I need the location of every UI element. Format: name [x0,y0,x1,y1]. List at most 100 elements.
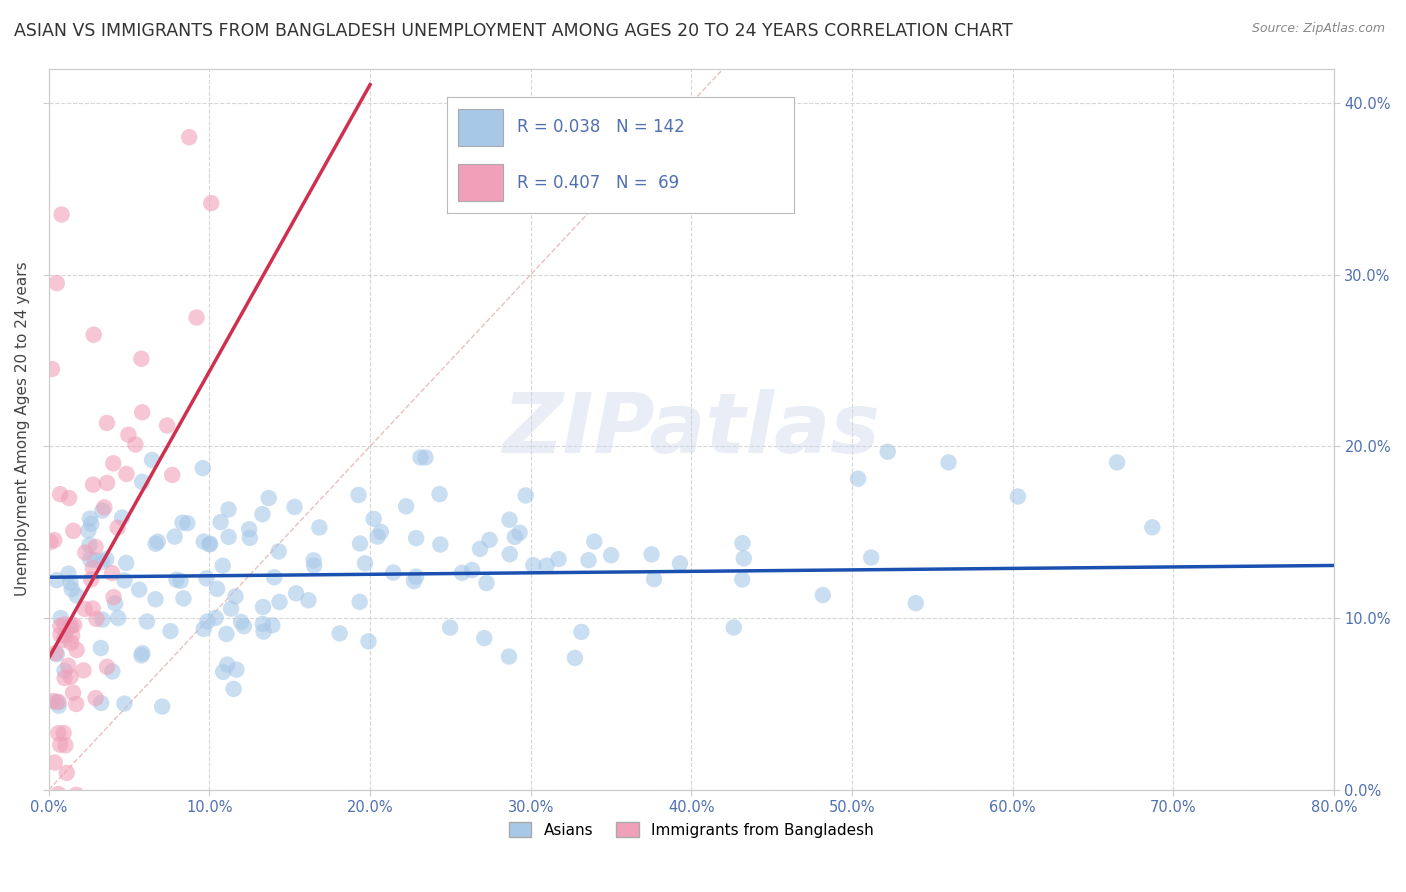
Point [1142,520,1164,534]
Point [65,697,87,711]
Point [224,590,246,604]
Point [82,601,104,615]
Point [60,619,83,633]
Point [160,467,183,482]
Point [439,621,461,635]
Point [211,558,233,573]
Point [104,596,127,610]
Point [53,628,76,642]
Point [53,632,76,647]
Point [53,664,76,678]
Point [48,695,70,709]
Point [198,537,221,551]
Point [176,516,198,531]
Point [62,686,84,700]
Point [79,552,101,566]
Point [48,698,70,713]
Point [60,582,83,596]
Y-axis label: Unemployment Among Ages 20 to 24 years: Unemployment Among Ages 20 to 24 years [15,262,30,597]
Point [128,582,150,597]
Point [904,596,927,610]
Point [219,601,242,615]
Point [49,619,72,633]
Point [284,500,307,514]
Point [90,640,112,655]
Point [232,619,254,633]
Point [91,613,114,627]
Point [80,516,103,531]
Point [166,573,188,587]
Point [193,622,215,636]
Point [115,467,138,481]
Point [395,500,418,514]
Point [156,418,179,433]
Point [44,533,66,547]
Point [215,627,238,641]
Point [59,670,82,684]
Point [204,611,226,625]
Point [600,548,623,562]
Point [536,558,558,573]
Point [429,537,451,551]
Point [73,602,96,616]
Point [55,739,77,753]
Point [146,534,169,549]
Point [49,738,72,752]
Point [77,524,100,538]
Point [51,207,73,221]
Point [66,589,89,603]
Point [39,535,62,549]
Point [475,576,498,591]
Point [252,624,274,639]
Point [96,660,118,674]
Point [193,534,215,549]
Point [860,550,883,565]
Point [117,427,139,442]
Point [415,450,437,465]
Point [115,556,138,570]
Point [285,586,308,600]
Point [451,566,474,580]
Point [357,634,380,648]
Point [82,561,104,575]
Point [354,557,377,571]
Point [45,646,67,660]
Point [405,569,427,583]
Point [269,595,291,609]
Point [124,437,146,451]
Point [302,553,325,567]
Point [169,574,191,588]
Point [179,130,201,145]
Point [41,362,63,376]
Point [79,511,101,525]
Point [252,507,274,521]
Point [83,327,105,342]
Point [731,536,754,550]
Point [263,570,285,584]
Point [80,573,103,587]
Point [131,475,153,489]
Point [429,487,451,501]
Text: ASIAN VS IMMIGRANTS FROM BANGLADESH UNEMPLOYMENT AMONG AGES 20 TO 24 YEARS CORRE: ASIAN VS IMMIGRANTS FROM BANGLADESH UNEM… [14,22,1012,40]
Point [60,628,83,642]
Point [84,540,107,554]
Point [150,699,173,714]
Point [84,691,107,706]
Point [239,531,262,545]
Point [218,502,240,516]
Point [53,617,76,632]
Point [58,566,80,581]
Point [96,416,118,430]
Point [136,615,159,629]
Point [93,500,115,515]
Point [172,591,194,606]
Legend: Asians, Immigrants from Bangladesh: Asians, Immigrants from Bangladesh [502,815,880,844]
Point [478,533,501,547]
Point [498,513,520,527]
Point [131,646,153,660]
Point [45,276,67,290]
Point [55,765,77,780]
Point [91,555,114,569]
Point [86,612,108,626]
Point [569,624,592,639]
